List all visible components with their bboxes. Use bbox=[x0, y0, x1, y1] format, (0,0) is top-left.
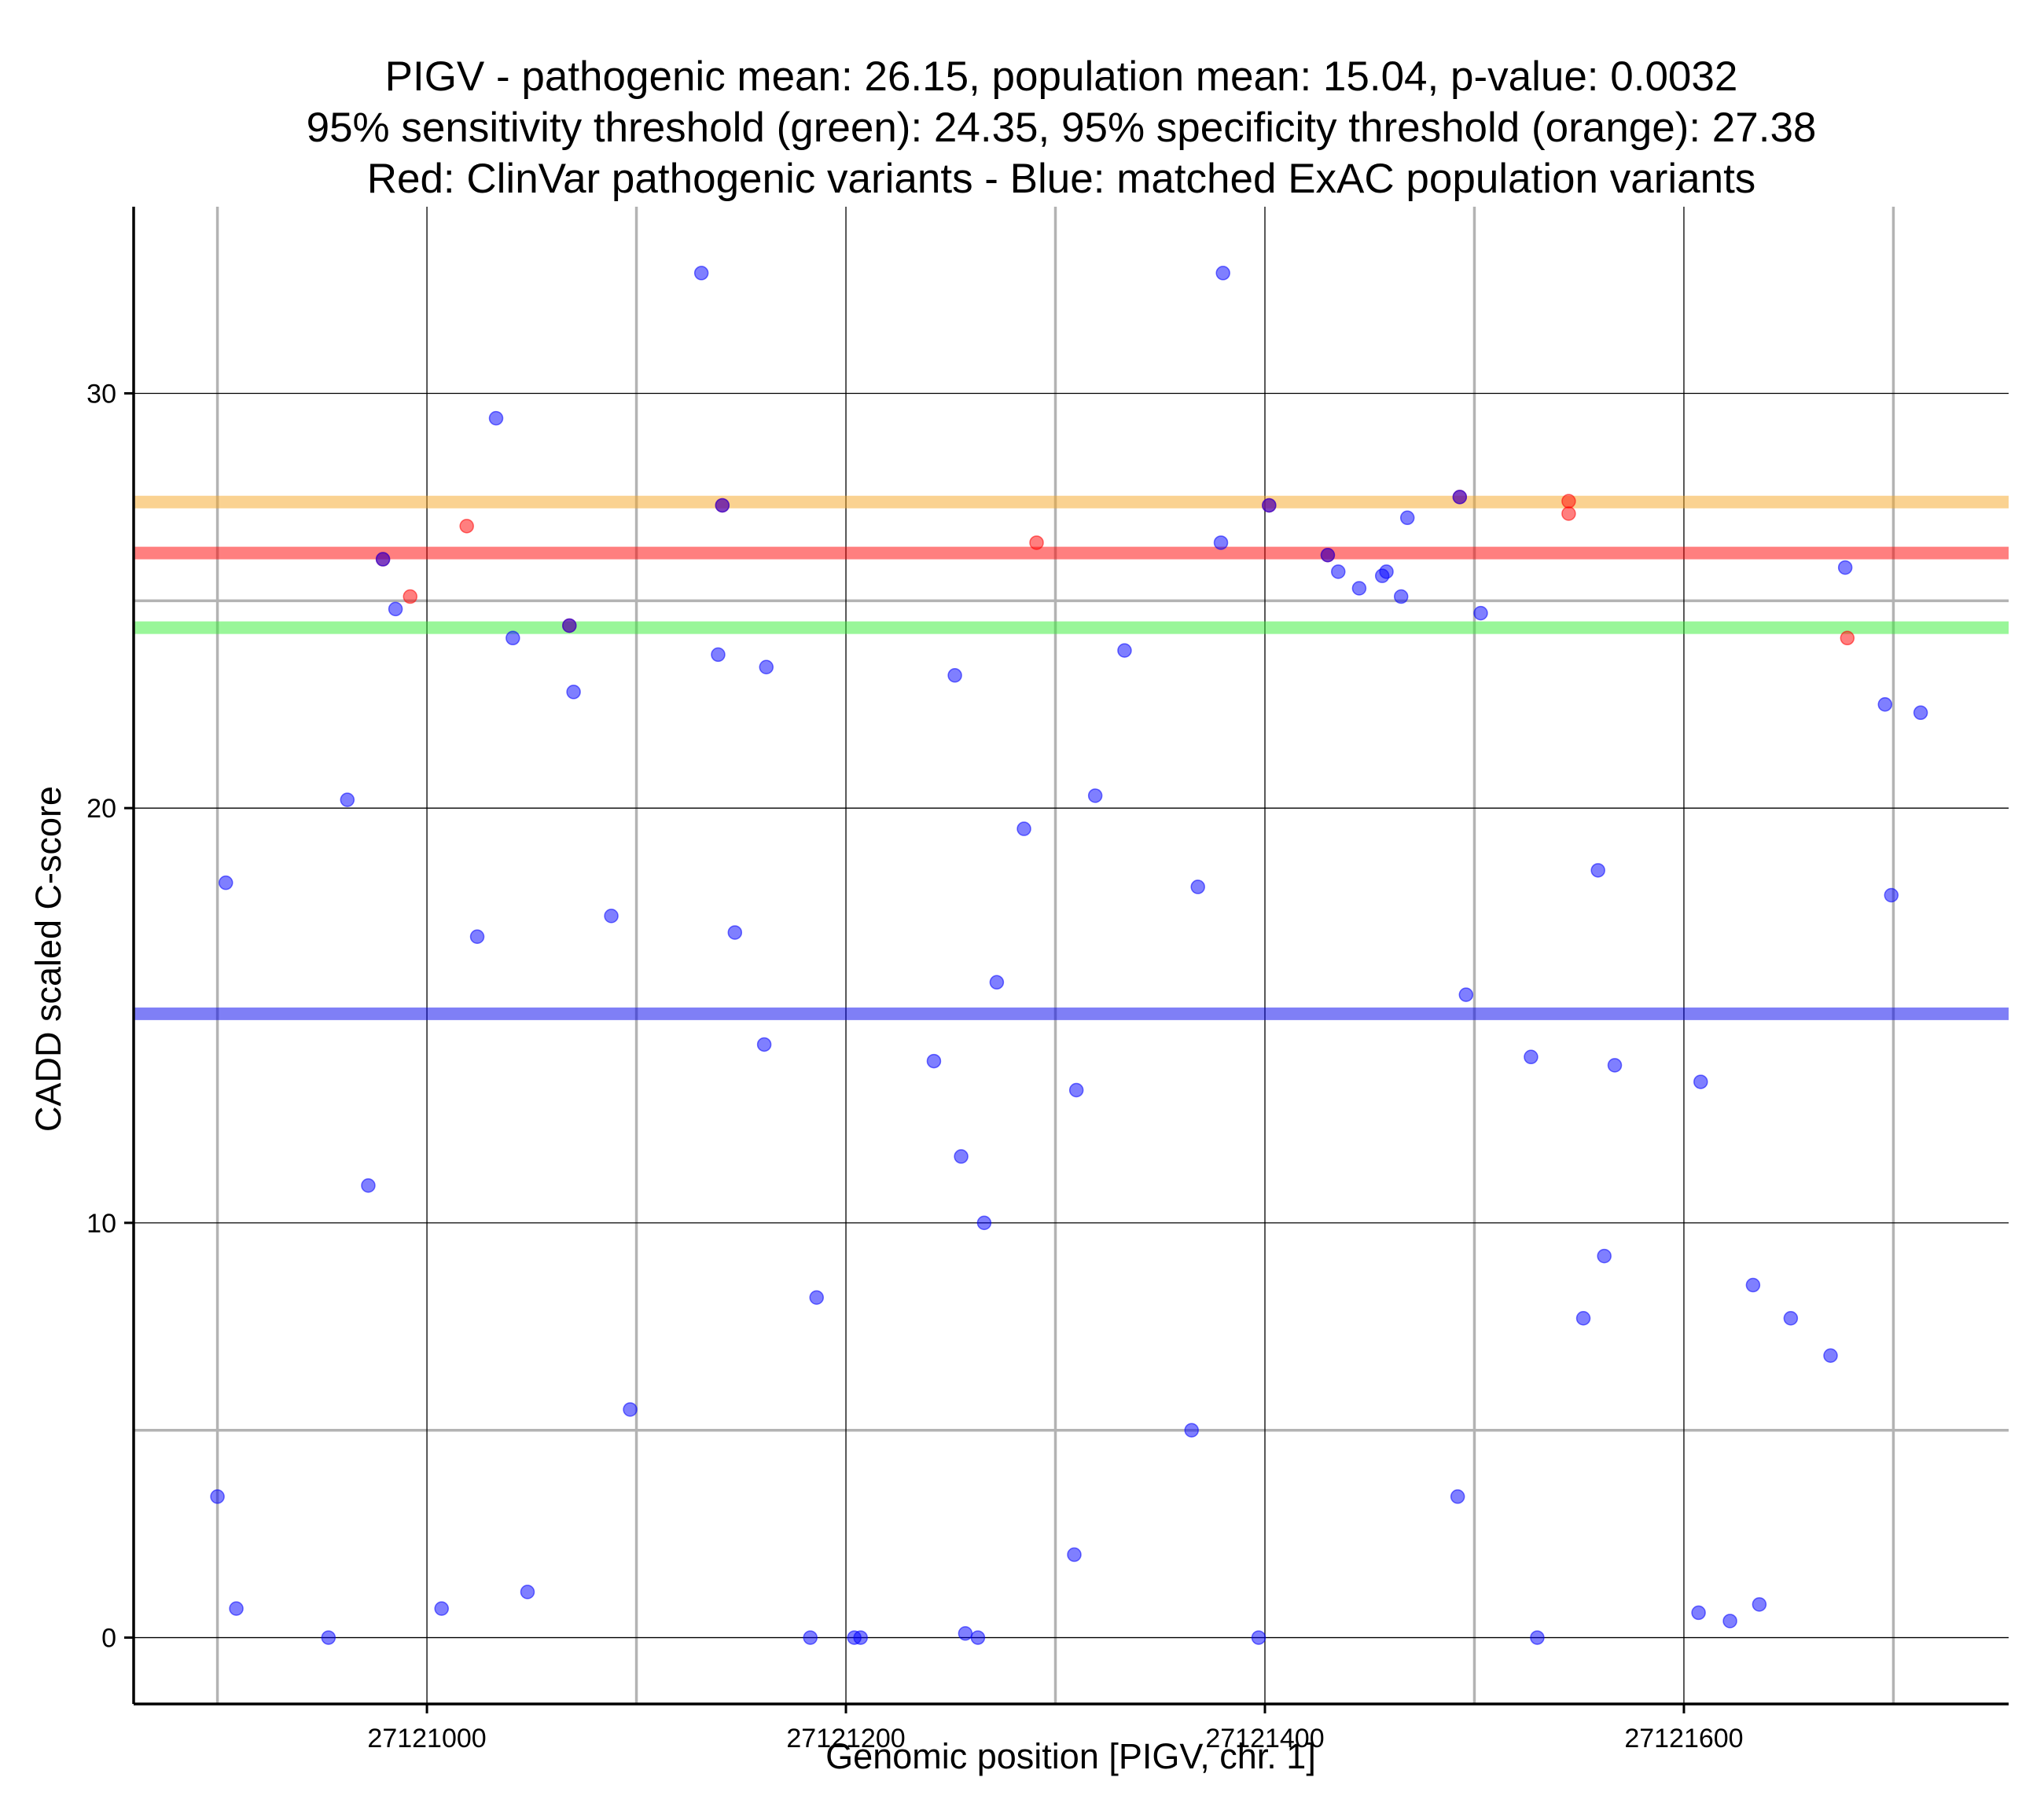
population-variant-point bbox=[505, 630, 520, 646]
minor-grid bbox=[134, 207, 2009, 1704]
population-variant-point bbox=[693, 266, 709, 281]
population-variant-point bbox=[340, 792, 355, 807]
population-variant-point bbox=[803, 1630, 818, 1645]
population-variant-point bbox=[1722, 1614, 1737, 1629]
population-variant-point bbox=[1877, 696, 1893, 712]
population-variant-point bbox=[1351, 581, 1367, 596]
population-variant-point bbox=[1783, 1310, 1799, 1326]
population-variant-point bbox=[1837, 560, 1853, 575]
population-variant-point bbox=[853, 1630, 868, 1645]
population-variant-point bbox=[759, 659, 774, 674]
population-variant-point bbox=[566, 685, 581, 700]
population-variant-point bbox=[469, 929, 485, 945]
pathogenic-variant-point bbox=[459, 519, 474, 534]
population-variant-point bbox=[375, 552, 391, 567]
title-line-2: 95% sensitivity threshold (green): 24.35… bbox=[307, 105, 1817, 151]
y-tick-label: 0 bbox=[101, 1624, 116, 1654]
population-variant-point bbox=[1190, 879, 1205, 894]
population-variant-point bbox=[711, 647, 726, 663]
pathogenic-variant-point bbox=[1029, 535, 1044, 550]
data-points bbox=[210, 266, 1928, 1645]
population-variant-point bbox=[1068, 1082, 1084, 1098]
reference-lines bbox=[134, 495, 2009, 1020]
population-variant-point bbox=[926, 1053, 942, 1069]
population-variant-point bbox=[1597, 1248, 1612, 1264]
population-variant-point bbox=[604, 909, 619, 924]
population-variant-point bbox=[361, 1178, 376, 1193]
population-variant-point bbox=[1530, 1630, 1545, 1645]
population-variant-point bbox=[210, 1489, 225, 1504]
population-variant-point bbox=[976, 1215, 992, 1231]
population-variant-point bbox=[1752, 1597, 1767, 1612]
x-tick-label: 27121000 bbox=[367, 1724, 486, 1753]
pathogenic-variant-point bbox=[1561, 494, 1576, 509]
population-variant-point bbox=[1117, 643, 1132, 658]
population-variant-point bbox=[1607, 1058, 1623, 1073]
population-variant-point bbox=[1379, 564, 1394, 579]
population-variant-point bbox=[1575, 1310, 1591, 1326]
population-variant-point bbox=[1590, 863, 1605, 878]
population-variant-point bbox=[1884, 887, 1899, 903]
population-variant-point bbox=[562, 618, 577, 633]
population-variant-point bbox=[756, 1037, 772, 1052]
population-variant-point bbox=[809, 1290, 824, 1305]
population-variant-point bbox=[1251, 1630, 1266, 1645]
population-variant-point bbox=[1067, 1547, 1082, 1562]
population-variant-point bbox=[1452, 490, 1468, 505]
population-variant-point bbox=[219, 875, 233, 890]
population-variant-point bbox=[1691, 1605, 1706, 1621]
population-variant-point bbox=[954, 1149, 969, 1164]
population-variant-point bbox=[1745, 1277, 1761, 1293]
y-ticks: 0 10 20 30 bbox=[86, 379, 134, 1654]
population-variant-point bbox=[1913, 705, 1928, 721]
x-tick-label: 27121600 bbox=[1624, 1724, 1743, 1753]
population-variant-point bbox=[1331, 564, 1346, 579]
population-variant-point bbox=[727, 925, 743, 940]
y-tick-label: 30 bbox=[86, 379, 116, 409]
population-variant-point bbox=[1087, 788, 1103, 803]
population-variant-point bbox=[321, 1630, 336, 1645]
population-variant-point bbox=[1450, 1489, 1465, 1504]
population-variant-point bbox=[388, 601, 403, 617]
y-tick-label: 10 bbox=[86, 1209, 116, 1239]
population-variant-point bbox=[1399, 510, 1415, 526]
population-variant-point bbox=[434, 1601, 449, 1616]
population-variant-point bbox=[1320, 548, 1336, 563]
chart-title: PIGV - pathogenic mean: 26.15, populatio… bbox=[307, 53, 1817, 202]
population-variant-point bbox=[989, 975, 1005, 990]
population-variant-point bbox=[1524, 1049, 1539, 1065]
population-variant-point bbox=[1184, 1423, 1199, 1438]
x-tick-label: 27121200 bbox=[786, 1724, 905, 1753]
population-variant-point bbox=[1262, 498, 1277, 513]
population-variant-point bbox=[1393, 589, 1409, 604]
population-variant-point bbox=[520, 1584, 535, 1599]
x-ticks: 27121000 27121200 27121400 27121600 bbox=[367, 1704, 1744, 1753]
population-variant-point bbox=[229, 1601, 244, 1616]
population-variant-point bbox=[1215, 266, 1230, 281]
population-variant-point bbox=[623, 1402, 638, 1417]
y-axis-label: CADD scaled C-score bbox=[28, 786, 68, 1132]
pathogenic-variant-point bbox=[1561, 506, 1576, 521]
population-variant-point bbox=[958, 1626, 973, 1641]
population-variant-point bbox=[715, 498, 730, 513]
population-variant-point bbox=[970, 1630, 986, 1645]
population-variant-point bbox=[1458, 987, 1474, 1002]
pathogenic-variant-point bbox=[1840, 630, 1855, 646]
population-variant-point bbox=[488, 410, 504, 426]
major-grid bbox=[134, 207, 2009, 1704]
population-variant-point bbox=[1016, 821, 1031, 836]
y-tick-label: 20 bbox=[86, 794, 116, 824]
title-line-3: Red: ClinVar pathogenic variants - Blue:… bbox=[367, 156, 1756, 202]
population-variant-point bbox=[1823, 1348, 1838, 1363]
population-variant-point bbox=[947, 668, 962, 683]
population-variant-point bbox=[1473, 605, 1488, 621]
x-tick-label: 27121400 bbox=[1205, 1724, 1324, 1753]
population-variant-point bbox=[1213, 535, 1229, 550]
x-axis-label: Genomic position [PIGV, chr. 1] bbox=[825, 1736, 1316, 1776]
title-line-1: PIGV - pathogenic mean: 26.15, populatio… bbox=[385, 53, 1738, 100]
population-variant-point bbox=[1693, 1074, 1708, 1089]
pathogenic-variant-point bbox=[403, 589, 418, 604]
